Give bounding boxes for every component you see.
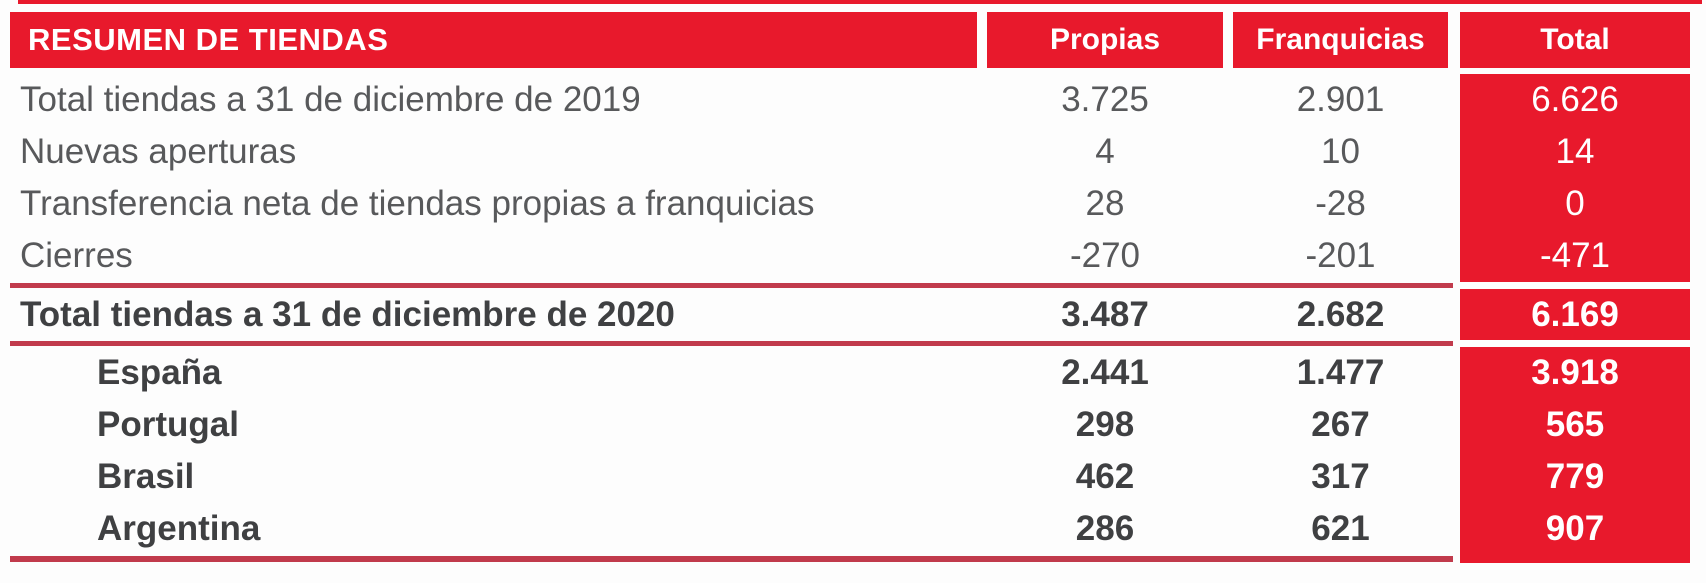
red-divider — [10, 556, 1453, 562]
table-row-portugal: Portugal 298 267 565 — [10, 399, 1690, 451]
propias-value: 298 — [1075, 405, 1135, 444]
franquicias-value: -28 — [1315, 184, 1366, 223]
total-value: 565 — [1460, 399, 1690, 451]
row-label: Argentina — [97, 509, 261, 548]
total-value: 907 — [1460, 503, 1690, 555]
store-summary-table: RESUMEN DE TIENDAS Propias Franquicias T… — [10, 12, 1690, 563]
table-row-2019-total: Total tiendas a 31 de diciembre de 2019 … — [10, 74, 1690, 126]
total-value: 0 — [1460, 178, 1690, 230]
franquicias-value: 1.477 — [1296, 353, 1385, 392]
top-red-strip — [18, 0, 1702, 4]
propias-value: 4 — [1095, 132, 1115, 171]
row-label: Total tiendas a 31 de diciembre de 2019 — [20, 80, 641, 119]
propias-value: 462 — [1075, 457, 1135, 496]
column-header-propias: Propias — [987, 12, 1223, 68]
franquicias-value: -201 — [1305, 236, 1376, 275]
franquicias-value: 2.682 — [1296, 294, 1385, 334]
total-value: 6.626 — [1460, 74, 1690, 126]
bottom-line-row — [10, 555, 1690, 563]
separator-line-row — [10, 340, 1690, 347]
propias-value: 28 — [1085, 184, 1125, 223]
propias-value: 286 — [1075, 509, 1135, 548]
row-label: Total tiendas a 31 de diciembre de 2020 — [20, 294, 675, 334]
header-row: RESUMEN DE TIENDAS Propias Franquicias T… — [10, 12, 1690, 68]
column-header-franquicias: Franquicias — [1233, 12, 1448, 68]
separator-line-row — [10, 282, 1690, 289]
franquicias-value: 10 — [1321, 132, 1360, 171]
row-label: Portugal — [97, 405, 239, 444]
propias-value: 3.725 — [1061, 80, 1149, 119]
propias-value: -270 — [1069, 236, 1141, 275]
propias-value: 3.487 — [1061, 294, 1149, 334]
table-row-argentina: Argentina 286 621 907 — [10, 503, 1690, 555]
table-row-cierres: Cierres -270 -201 -471 — [10, 230, 1690, 282]
table-row-transferencia: Transferencia neta de tiendas propias a … — [10, 178, 1690, 230]
total-value: 3.918 — [1460, 347, 1690, 399]
total-value: 14 — [1460, 126, 1690, 178]
total-value: 6.169 — [1460, 289, 1690, 340]
table-title: RESUMEN DE TIENDAS — [10, 12, 977, 68]
franquicias-value: 621 — [1311, 509, 1370, 548]
row-label: Nuevas aperturas — [20, 132, 297, 171]
table-row-nuevas-aperturas: Nuevas aperturas 4 10 14 — [10, 126, 1690, 178]
row-label: Transferencia neta de tiendas propias a … — [20, 184, 815, 223]
franquicias-value: 267 — [1311, 405, 1370, 444]
row-label: España — [97, 353, 222, 392]
table-row-2020-total: Total tiendas a 31 de diciembre de 2020 … — [10, 289, 1690, 340]
table-row-brasil: Brasil 462 317 779 — [10, 451, 1690, 503]
franquicias-value: 317 — [1311, 457, 1370, 496]
franquicias-value: 2.901 — [1296, 80, 1385, 119]
total-value: 779 — [1460, 451, 1690, 503]
total-value: -471 — [1460, 230, 1690, 282]
table-row-espana: España 2.441 1.477 3.918 — [10, 347, 1690, 399]
row-label: Brasil — [97, 457, 195, 496]
column-header-total: Total — [1460, 12, 1690, 68]
red-divider — [10, 341, 1453, 346]
propias-value: 2.441 — [1061, 353, 1149, 392]
red-divider — [10, 283, 1453, 288]
row-label: Cierres — [20, 236, 133, 275]
